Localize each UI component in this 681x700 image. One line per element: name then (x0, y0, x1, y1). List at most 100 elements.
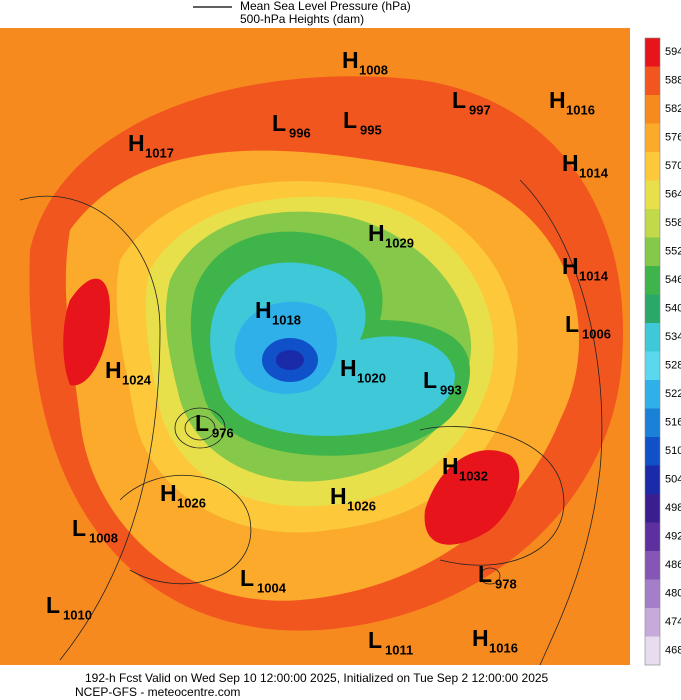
north-region (0, 28, 630, 160)
center-pressure: 1006 (582, 326, 611, 341)
center-pressure: 1020 (357, 370, 386, 385)
footer-forecast: 192-h Fcst Valid on Wed Sep 10 12:00:00 … (85, 671, 549, 685)
center-letter: L (343, 107, 357, 133)
center-pressure: 1032 (459, 468, 488, 483)
colorbar-label: 504 (665, 474, 681, 486)
center-pressure: 1026 (347, 498, 376, 513)
map (0, 28, 630, 666)
colorbar-label: 474 (665, 616, 681, 628)
center-pressure: 1029 (385, 235, 414, 250)
colorbar-cell (645, 465, 660, 495)
colorbar-frame (644, 37, 661, 666)
center-pressure: 1010 (63, 607, 92, 622)
colorbar-label: 594 (665, 46, 681, 58)
center-letter: H (562, 150, 579, 176)
center-letter: H (472, 625, 489, 651)
center-pressure: 996 (289, 125, 311, 140)
colorbar-label: 540 (665, 303, 681, 315)
colorbar-label: 576 (665, 132, 681, 144)
center-letter: H (549, 87, 566, 113)
colorbar-cell (645, 180, 660, 210)
center-letter: H (330, 483, 347, 509)
center-letter: H (340, 355, 357, 381)
colorbar-label: 492 (665, 531, 681, 543)
center-letter: H (105, 357, 122, 383)
colorbar-cell (645, 579, 660, 609)
colorbar-cell (645, 522, 660, 552)
colorbar-label: 480 (665, 588, 681, 600)
center-letter: L (195, 410, 209, 436)
colorbar-cell (645, 209, 660, 238)
center-pressure: 1016 (489, 640, 518, 655)
center-pressure: 1008 (359, 62, 388, 77)
colorbar-cell (645, 38, 660, 67)
colorbar-label: 534 (665, 331, 681, 343)
center-pressure: 993 (440, 382, 462, 397)
center-pressure: 1026 (177, 495, 206, 510)
isobar (419, 426, 565, 566)
colorbar-label: 552 (665, 246, 681, 258)
center-letter: L (452, 87, 466, 113)
center-pressure: 1008 (89, 530, 118, 545)
colorbar: 594 588 582 576 570 564 558 552 546 540 534 528 522 5… (644, 37, 681, 666)
colorbar-cell (645, 608, 660, 637)
colorbar-cell (645, 66, 660, 96)
center-letter: L (272, 110, 286, 136)
region-594-atlantic (424, 450, 520, 545)
isobar (174, 407, 226, 449)
center-pressure: 1018 (272, 312, 301, 327)
center-pressure: 1014 (579, 165, 609, 180)
center-letter: L (72, 515, 86, 541)
isobar (19, 195, 161, 661)
legend-mslp: Mean Sea Level Pressure (hPa) (240, 0, 411, 13)
colorbar-label: 510 (665, 445, 681, 457)
colorbar-cell (645, 437, 660, 466)
center-pressure: 1004 (257, 580, 287, 595)
center-letter: H (368, 220, 385, 246)
center-letter: H (442, 453, 459, 479)
footer-source: NCEP-GFS - meteocentre.com (75, 685, 240, 699)
center-pressure: 1024 (122, 372, 152, 387)
center-pressure: 1016 (566, 102, 595, 117)
center-letter: L (478, 561, 492, 587)
center-letter: L (46, 592, 60, 618)
colorbar-label: 564 (665, 189, 681, 201)
colorbar-label: 522 (665, 388, 681, 400)
center-pressure: 1011 (385, 642, 413, 657)
isobar (184, 415, 216, 441)
colorbar-cell (645, 636, 660, 666)
colorbar-cell (645, 351, 660, 381)
colorbar-label: 588 (665, 75, 681, 87)
colorbar-label: 558 (665, 217, 681, 229)
center-pressure: 976 (212, 425, 234, 440)
isobar (479, 567, 501, 585)
center-pressure: 995 (360, 122, 382, 137)
colorbar-cell (645, 152, 660, 181)
colorbar-cell (645, 237, 660, 267)
colorbar-cell (645, 294, 660, 324)
colorbar-cell (645, 95, 660, 124)
center-letter: H (255, 297, 272, 323)
region-504 (276, 350, 304, 370)
center-pressure: 978 (495, 576, 517, 591)
isobar (119, 474, 252, 585)
center-letter: H (160, 480, 177, 506)
center-letter: L (240, 565, 254, 591)
colorbar-label: 468 (665, 645, 681, 657)
center-letter: L (565, 311, 579, 337)
colorbar-cell (645, 494, 660, 523)
center-pressure: 1017 (145, 145, 174, 160)
colorbar-cell (645, 266, 660, 295)
colorbar-cell (645, 323, 660, 352)
colorbar-label: 582 (665, 103, 681, 115)
center-pressure: 1014 (579, 268, 609, 283)
colorbar-label: 516 (665, 417, 681, 429)
colorbar-label: 546 (665, 274, 681, 286)
center-letter: H (342, 47, 359, 73)
colorbar-label: 486 (665, 559, 681, 571)
region-594-pacific (63, 278, 110, 386)
center-pressure: 997 (469, 102, 491, 117)
